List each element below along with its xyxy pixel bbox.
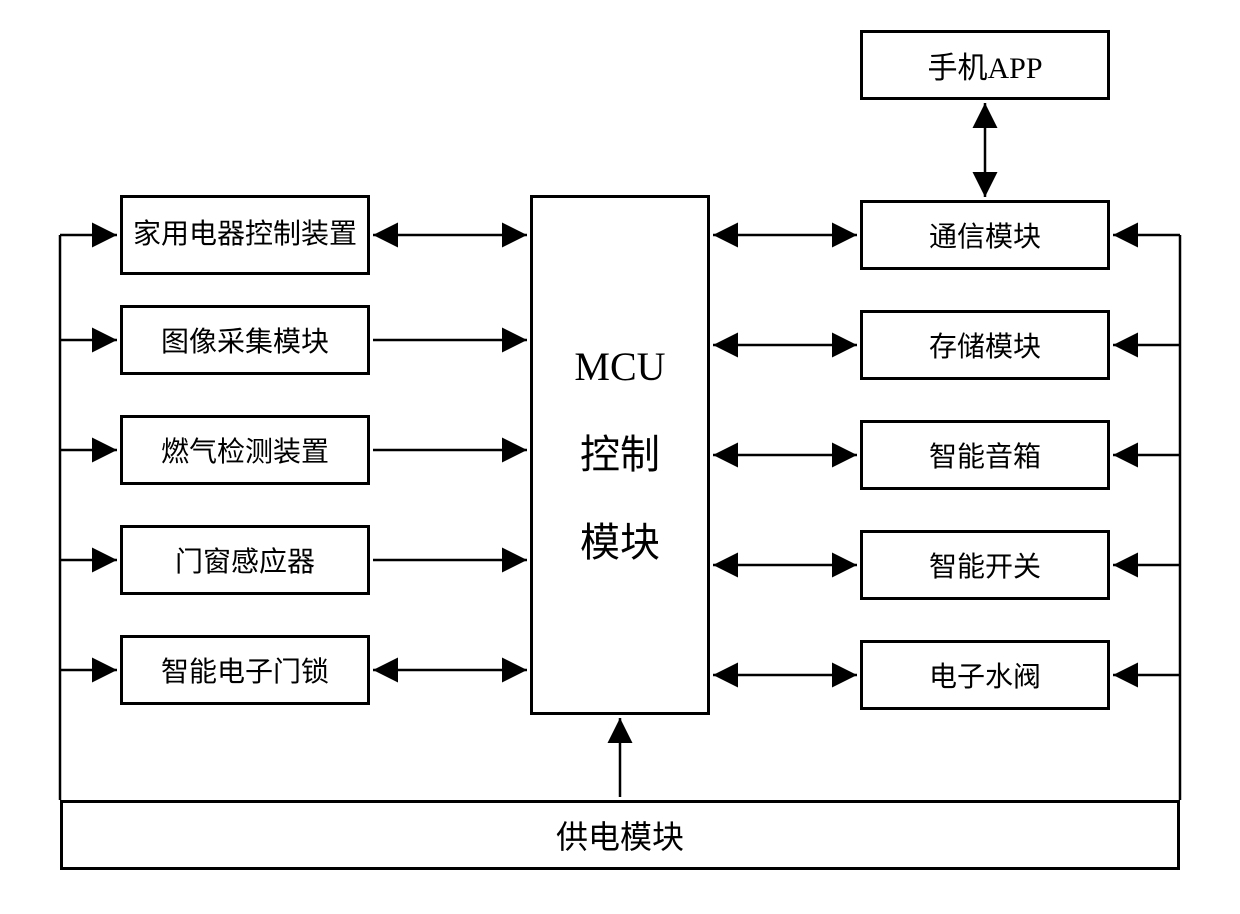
node-left5-label: 智能电子门锁 [161,650,329,690]
node-mcu: MCU 控制 模块 [530,195,710,715]
node-right2-label: 存储模块 [929,325,1041,365]
node-right5-label: 电子水阀 [929,655,1041,695]
node-power: 供电模块 [60,800,1180,870]
node-left5: 智能电子门锁 [120,635,370,705]
node-right5: 电子水阀 [860,640,1110,710]
mcu-line2: 控制 [580,411,660,499]
node-power-label: 供电模块 [556,812,684,858]
mcu-line1: MCU [574,323,665,411]
node-app: 手机APP [860,30,1110,100]
node-left3: 燃气检测装置 [120,415,370,485]
node-right4: 智能开关 [860,530,1110,600]
node-left4-label: 门窗感应器 [175,540,315,580]
node-right2: 存储模块 [860,310,1110,380]
node-right3: 智能音箱 [860,420,1110,490]
node-left1-label: 家用电器控制装置 [133,217,357,253]
node-right1-label: 通信模块 [929,215,1041,255]
node-left4: 门窗感应器 [120,525,370,595]
node-left1: 家用电器控制装置 [120,195,370,275]
node-left2-label: 图像采集模块 [161,320,329,360]
node-left2: 图像采集模块 [120,305,370,375]
node-right4-label: 智能开关 [929,545,1041,585]
node-right3-label: 智能音箱 [929,435,1041,475]
node-right1: 通信模块 [860,200,1110,270]
mcu-line3: 模块 [580,499,660,587]
node-left3-label: 燃气检测装置 [161,430,329,470]
node-app-label: 手机APP [927,43,1042,87]
